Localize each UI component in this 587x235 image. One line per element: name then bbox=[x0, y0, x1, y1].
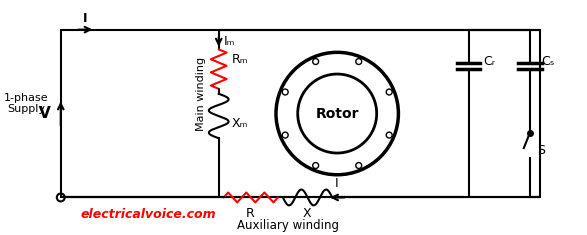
Text: S: S bbox=[538, 144, 545, 157]
Text: Xₘ: Xₘ bbox=[231, 117, 248, 130]
Text: Rₘ: Rₘ bbox=[231, 53, 248, 66]
Text: R⁡: R⁡ bbox=[247, 207, 255, 220]
Text: Main winding: Main winding bbox=[196, 57, 206, 131]
Text: electricalvoice.com: electricalvoice.com bbox=[80, 208, 216, 221]
Text: Cₛ: Cₛ bbox=[542, 55, 555, 68]
Text: Rotor: Rotor bbox=[315, 106, 359, 121]
Text: Iₘ: Iₘ bbox=[224, 35, 235, 48]
Text: Auxiliary winding: Auxiliary winding bbox=[237, 219, 339, 232]
Text: I⁡: I⁡ bbox=[335, 176, 339, 190]
Text: 1-phase
Supply: 1-phase Supply bbox=[4, 93, 49, 114]
Text: V: V bbox=[39, 106, 51, 121]
Text: X⁡: X⁡ bbox=[303, 207, 312, 220]
Text: I: I bbox=[83, 12, 87, 25]
Text: Cᵣ: Cᵣ bbox=[483, 55, 495, 68]
